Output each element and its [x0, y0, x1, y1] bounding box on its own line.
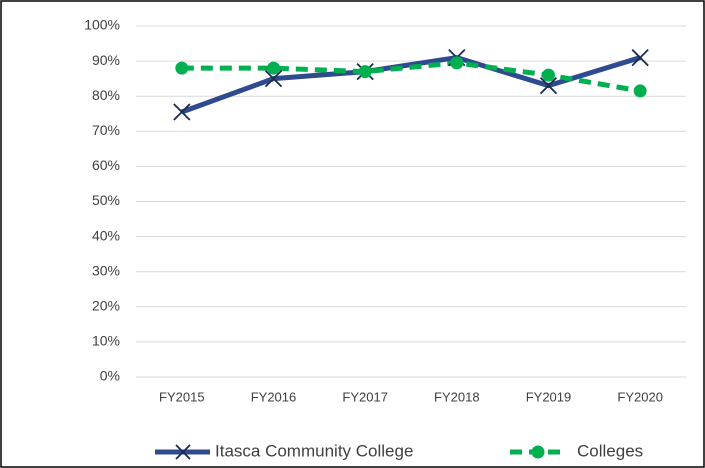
x-tick-label: FY2016: [251, 389, 297, 404]
legend-label: Colleges: [577, 441, 643, 460]
x-tick-label: FY2015: [159, 389, 205, 404]
marker: [175, 61, 189, 75]
marker: [542, 68, 555, 82]
legend-marker: [175, 444, 191, 460]
marker: [539, 77, 558, 95]
marker: [264, 70, 283, 88]
y-tick-label: 90%: [92, 52, 120, 68]
series-line: [180, 55, 641, 115]
x-tick-label: FY2018: [434, 389, 480, 404]
y-tick-label: 70%: [92, 122, 120, 138]
series-line: [181, 60, 641, 94]
y-tick-label: 100%: [84, 17, 120, 33]
y-tick-label: 60%: [92, 157, 120, 173]
marker: [631, 48, 649, 67]
y-tick-label: 20%: [92, 298, 120, 314]
marker: [633, 84, 647, 98]
x-tick-label: FY2020: [617, 389, 663, 404]
marker: [173, 103, 191, 121]
y-tick-label: 0%: [100, 368, 120, 384]
y-tick-label: 80%: [92, 87, 120, 103]
legend-label: Itasca Community College: [215, 441, 413, 460]
y-tick-label: 40%: [92, 227, 120, 243]
marker: [450, 56, 464, 70]
y-tick-label: 30%: [92, 262, 120, 278]
marker: [358, 65, 372, 79]
x-tick-label: FY2017: [342, 389, 388, 404]
marker: [267, 61, 280, 75]
y-tick-label: 50%: [92, 192, 120, 208]
x-tick-label: FY2019: [526, 389, 572, 404]
y-tick-label: 10%: [92, 333, 120, 349]
legend-marker: [531, 445, 545, 459]
